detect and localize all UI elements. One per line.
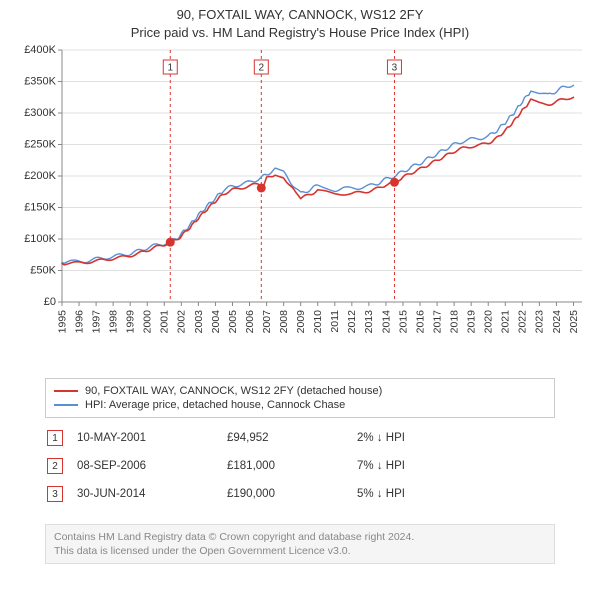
event-date: 10-MAY-2001: [77, 432, 227, 444]
svg-text:2023: 2023: [534, 310, 546, 334]
svg-text:3: 3: [392, 63, 398, 74]
svg-text:£300K: £300K: [24, 107, 56, 119]
event-diff: 2% ↓ HPI: [357, 432, 487, 444]
svg-text:£200K: £200K: [24, 170, 56, 182]
attribution-line-1: Contains HM Land Registry data © Crown c…: [54, 530, 546, 544]
svg-text:2005: 2005: [227, 310, 239, 334]
event-price: £94,952: [227, 432, 357, 444]
svg-text:2003: 2003: [193, 310, 205, 334]
svg-text:2000: 2000: [142, 310, 154, 334]
event-price: £181,000: [227, 460, 357, 472]
svg-text:2009: 2009: [295, 310, 307, 334]
legend-item-hpi: HPI: Average price, detached house, Cann…: [54, 398, 546, 412]
event-diff: 7% ↓ HPI: [357, 460, 487, 472]
svg-text:2020: 2020: [483, 310, 495, 334]
svg-text:2018: 2018: [448, 310, 460, 334]
svg-text:2008: 2008: [278, 310, 290, 334]
svg-text:1999: 1999: [125, 310, 137, 334]
title-line-1: 90, FOXTAIL WAY, CANNOCK, WS12 2FY: [0, 6, 600, 24]
legend-swatch: [54, 404, 78, 406]
legend-swatch: [54, 390, 78, 392]
svg-text:1998: 1998: [108, 310, 120, 334]
event-row: 3 30-JUN-2014 £190,000 5% ↓ HPI: [45, 480, 555, 508]
svg-text:2010: 2010: [312, 310, 324, 334]
event-row: 2 08-SEP-2006 £181,000 7% ↓ HPI: [45, 452, 555, 480]
svg-text:2006: 2006: [244, 310, 256, 334]
svg-text:2021: 2021: [500, 310, 512, 334]
svg-text:£250K: £250K: [24, 139, 56, 151]
event-price: £190,000: [227, 488, 357, 500]
svg-text:2019: 2019: [466, 310, 478, 334]
legend: 90, FOXTAIL WAY, CANNOCK, WS12 2FY (deta…: [45, 378, 555, 418]
svg-text:2022: 2022: [517, 310, 529, 334]
legend-item-property: 90, FOXTAIL WAY, CANNOCK, WS12 2FY (deta…: [54, 384, 546, 398]
svg-text:2025: 2025: [568, 310, 580, 334]
svg-text:£400K: £400K: [24, 44, 56, 56]
svg-text:2001: 2001: [159, 310, 171, 334]
price-chart: £0 £50K £100K £150K £200K £250K £300K £350K £400…: [10, 44, 590, 364]
attribution-line-2: This data is licensed under the Open Gov…: [54, 544, 546, 558]
event-row: 1 10-MAY-2001 £94,952 2% ↓ HPI: [45, 424, 555, 452]
legend-label: HPI: Average price, detached house, Cann…: [85, 399, 345, 411]
svg-text:2012: 2012: [346, 310, 358, 334]
svg-text:£100K: £100K: [24, 233, 56, 245]
svg-text:2017: 2017: [431, 310, 443, 334]
svg-text:2016: 2016: [414, 310, 426, 334]
svg-text:£0: £0: [44, 296, 56, 308]
svg-text:2015: 2015: [397, 310, 409, 334]
title-line-2: Price paid vs. HM Land Registry's House …: [0, 24, 600, 42]
svg-text:2013: 2013: [363, 310, 375, 334]
svg-text:1997: 1997: [90, 310, 102, 334]
events-table: 1 10-MAY-2001 £94,952 2% ↓ HPI 2 08-SEP-…: [45, 424, 555, 508]
event-date: 08-SEP-2006: [77, 460, 227, 472]
event-marker-icon: 1: [47, 430, 63, 446]
svg-text:2007: 2007: [261, 310, 273, 334]
svg-text:1996: 1996: [73, 310, 85, 334]
svg-text:2002: 2002: [176, 310, 188, 334]
svg-text:2011: 2011: [329, 310, 341, 333]
legend-label: 90, FOXTAIL WAY, CANNOCK, WS12 2FY (deta…: [85, 385, 382, 397]
svg-text:£50K: £50K: [30, 265, 56, 277]
event-date: 30-JUN-2014: [77, 488, 227, 500]
svg-text:1: 1: [167, 63, 173, 74]
svg-text:2024: 2024: [551, 310, 563, 334]
attribution: Contains HM Land Registry data © Crown c…: [45, 524, 555, 564]
svg-text:2: 2: [259, 63, 265, 74]
svg-text:£350K: £350K: [24, 76, 56, 88]
svg-text:2004: 2004: [210, 310, 222, 334]
event-diff: 5% ↓ HPI: [357, 488, 487, 500]
event-marker-icon: 2: [47, 458, 63, 474]
svg-text:2014: 2014: [380, 310, 392, 334]
svg-text:1995: 1995: [56, 310, 68, 334]
svg-text:£150K: £150K: [24, 202, 56, 214]
event-marker-icon: 3: [47, 486, 63, 502]
